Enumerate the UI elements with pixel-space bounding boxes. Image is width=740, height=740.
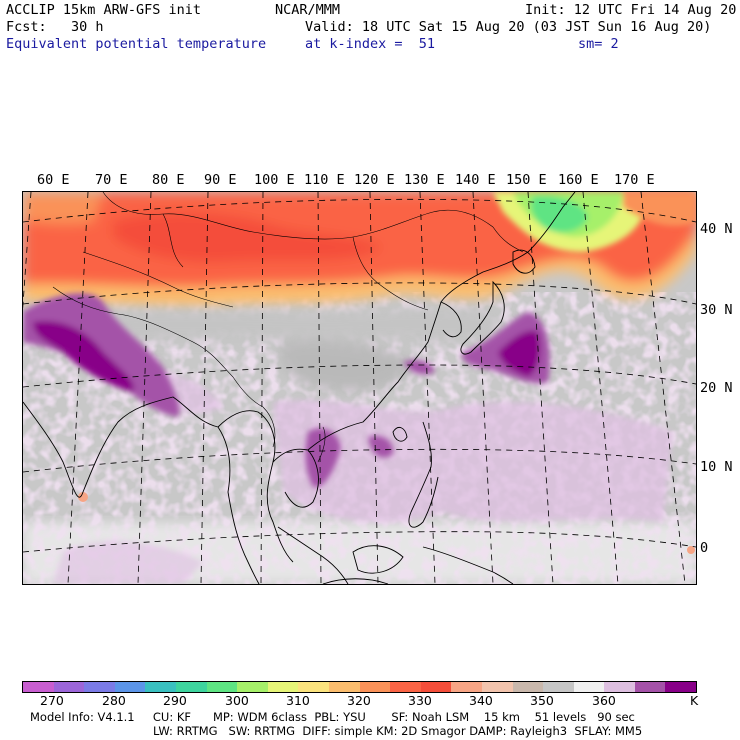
lat-label: 0: [700, 540, 709, 556]
warm-spot: [78, 492, 88, 502]
colorbar-swatch: [665, 682, 697, 692]
colorbar-swatch: [298, 682, 329, 692]
lon-label: 60 E: [37, 172, 70, 188]
colorbar-swatch: [573, 682, 605, 692]
organization-label: NCAR/MMM: [275, 2, 341, 18]
lon-label: 80 E: [152, 172, 185, 188]
colorbar-swatch: [206, 682, 238, 692]
lon-label: 160 E: [558, 172, 599, 188]
colorbar-swatch: [175, 682, 207, 692]
lat-label: 30 N: [700, 302, 733, 318]
valid-time: Valid: 18 UTC Sat 15 Aug 20 (03 JST Sun …: [305, 19, 712, 35]
graticule: [23, 192, 696, 584]
level-index: at k-index = 51: [305, 36, 436, 52]
theta-e-map: [22, 191, 697, 585]
colorbar-swatch: [604, 682, 635, 692]
model-info-line1: Model Info: V4.1.1 CU: KF MP: WDM 6class…: [30, 710, 635, 724]
colorbar: [22, 681, 697, 693]
colorbar-label: 280: [102, 693, 126, 708]
field-name: Equivalent potential temperature: [6, 36, 267, 52]
cool-northeast-region: [493, 192, 696, 252]
init-time: Init: 12 UTC Fri 14 Aug 20: [525, 2, 737, 18]
warm-spot: [687, 546, 695, 554]
colorbar-label: 330: [408, 693, 432, 708]
forecast-hour: Fcst: 30 h: [6, 19, 104, 35]
lon-label: 110 E: [304, 172, 345, 188]
colorbar-swatch: [481, 682, 513, 692]
colorbar-label: 310: [286, 693, 310, 708]
lat-label: 20 N: [700, 380, 733, 396]
lon-label: 150 E: [506, 172, 547, 188]
colorbar-swatch: [543, 682, 574, 692]
lon-label: 140 E: [455, 172, 496, 188]
colorbar-unit: K: [690, 693, 699, 708]
lon-label: 130 E: [404, 172, 445, 188]
colorbar-swatch: [267, 682, 299, 692]
colorbar-label: 290: [163, 693, 187, 708]
colorbar-swatch: [634, 682, 666, 692]
colorbar-swatch: [390, 682, 421, 692]
coastlines: [23, 192, 576, 584]
purple-south-asia: [23, 293, 180, 417]
purple-west-pacific: [462, 312, 550, 384]
model-info-line2: LW: RRTMG SW: RRTMG DIFF: simple KM: 2D …: [153, 724, 643, 738]
colorbar-swatch: [23, 682, 54, 692]
colorbar-label: 320: [347, 693, 371, 708]
model-title: ACCLIP 15km ARW-GFS init: [6, 2, 202, 18]
colorbar-swatch: [328, 682, 360, 692]
colorbar-swatch: [512, 682, 544, 692]
colorbar-swatch: [145, 682, 176, 692]
lon-label: 100 E: [254, 172, 295, 188]
lat-label: 40 N: [700, 221, 733, 237]
colorbar-swatch: [237, 682, 268, 692]
colorbar-swatch: [114, 682, 146, 692]
map-canvas: [23, 192, 696, 584]
colorbar-label: 350: [530, 693, 554, 708]
lon-label: 170 E: [614, 172, 655, 188]
lon-label: 70 E: [95, 172, 128, 188]
grey-belt: [23, 302, 503, 392]
lon-label: 90 E: [204, 172, 237, 188]
colorbar-label: 360: [592, 693, 616, 708]
colorbar-label: 300: [225, 693, 249, 708]
country-borders: [52, 192, 524, 463]
colorbar-swatch: [84, 682, 115, 692]
lat-label: 10 N: [700, 459, 733, 475]
colorbar-swatch: [451, 682, 482, 692]
colorbar-label: 340: [469, 693, 493, 708]
colorbar-swatch: [420, 682, 452, 692]
colorbar-swatch: [359, 682, 391, 692]
smoothing-label: sm= 2: [578, 36, 619, 52]
colorbar-label: 270: [40, 693, 64, 708]
lon-label: 120 E: [354, 172, 395, 188]
colorbar-swatch: [53, 682, 85, 692]
